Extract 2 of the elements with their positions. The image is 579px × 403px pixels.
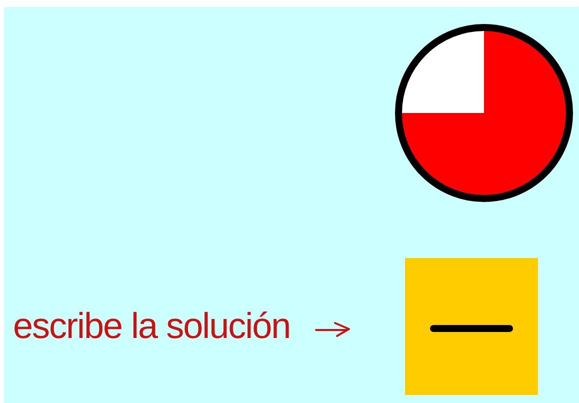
pie-slice [400,29,484,113]
text: escribe la solución [13,305,290,346]
